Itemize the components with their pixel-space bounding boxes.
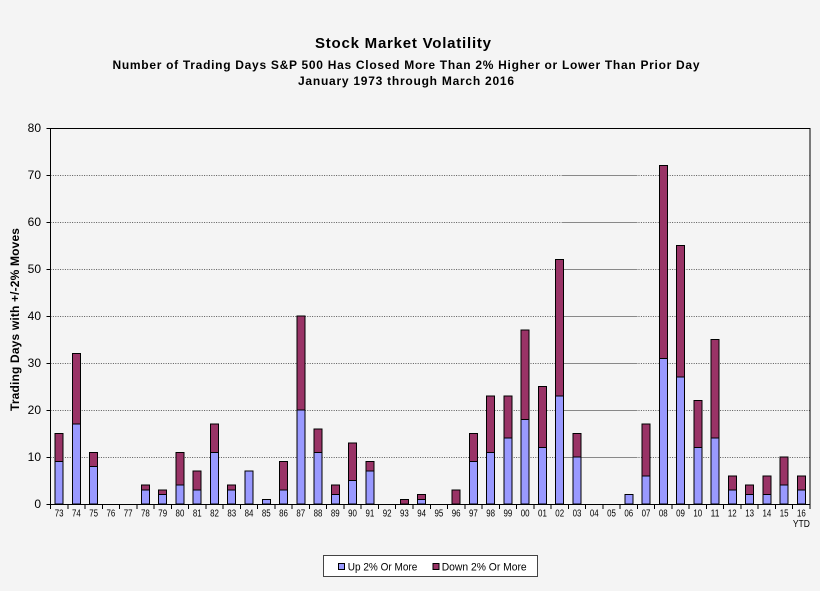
svg-text:Number of Trading Days S&P 500: Number of Trading Days S&P 500 Has Close… [113,58,700,72]
svg-text:99: 99 [504,509,513,520]
svg-text:60: 60 [28,215,42,229]
svg-text:90: 90 [348,509,357,520]
svg-text:77: 77 [124,509,133,520]
svg-text:74: 74 [72,509,81,520]
svg-text:Trading Days with +/-2% Moves: Trading Days with +/-2% Moves [8,228,22,411]
svg-text:14: 14 [762,509,771,520]
svg-text:Down 2% Or More: Down 2% Or More [442,561,527,573]
svg-text:70: 70 [28,168,42,182]
svg-text:11: 11 [711,509,720,520]
svg-text:00: 00 [521,509,530,520]
svg-text:76: 76 [107,509,116,520]
svg-text:75: 75 [89,509,98,520]
svg-text:98: 98 [486,509,495,520]
svg-text:01: 01 [538,509,547,520]
svg-text:80: 80 [176,509,185,520]
svg-text:12: 12 [728,509,737,520]
svg-text:04: 04 [590,509,599,520]
svg-text:87: 87 [296,509,305,520]
svg-text:0: 0 [34,497,41,511]
svg-text:96: 96 [452,509,461,520]
svg-text:02: 02 [555,509,564,520]
svg-text:06: 06 [624,509,633,520]
svg-text:50: 50 [28,262,42,276]
svg-text:95: 95 [434,509,443,520]
svg-text:91: 91 [365,509,374,520]
svg-text:83: 83 [227,509,236,520]
svg-text:30: 30 [28,356,42,370]
svg-text:85: 85 [262,509,271,520]
svg-text:YTD: YTD [793,519,810,530]
svg-text:20: 20 [28,403,42,417]
svg-text:79: 79 [158,509,167,520]
svg-text:80: 80 [28,121,42,135]
svg-text:40: 40 [28,309,42,323]
svg-text:16: 16 [797,509,806,520]
svg-text:88: 88 [314,509,323,520]
svg-text:89: 89 [331,509,340,520]
svg-text:94: 94 [417,509,426,520]
svg-text:15: 15 [780,509,789,520]
svg-text:82: 82 [210,509,219,520]
svg-text:Stock Market Volatility: Stock Market Volatility [315,35,492,52]
svg-text:81: 81 [193,509,202,520]
svg-text:10: 10 [693,509,702,520]
svg-text:Up 2% Or More: Up 2% Or More [348,561,418,573]
svg-text:07: 07 [642,509,651,520]
svg-text:08: 08 [659,509,668,520]
svg-text:84: 84 [245,509,254,520]
svg-text:January 1973 through March 201: January 1973 through March 2016 [298,74,514,88]
svg-text:93: 93 [400,509,409,520]
svg-text:97: 97 [469,509,478,520]
svg-text:78: 78 [141,509,150,520]
svg-text:09: 09 [676,509,685,520]
svg-text:05: 05 [607,509,616,520]
svg-text:92: 92 [383,509,392,520]
svg-text:86: 86 [279,509,288,520]
svg-text:13: 13 [745,509,754,520]
svg-text:03: 03 [573,509,582,520]
svg-text:73: 73 [55,509,64,520]
svg-text:10: 10 [28,450,42,464]
